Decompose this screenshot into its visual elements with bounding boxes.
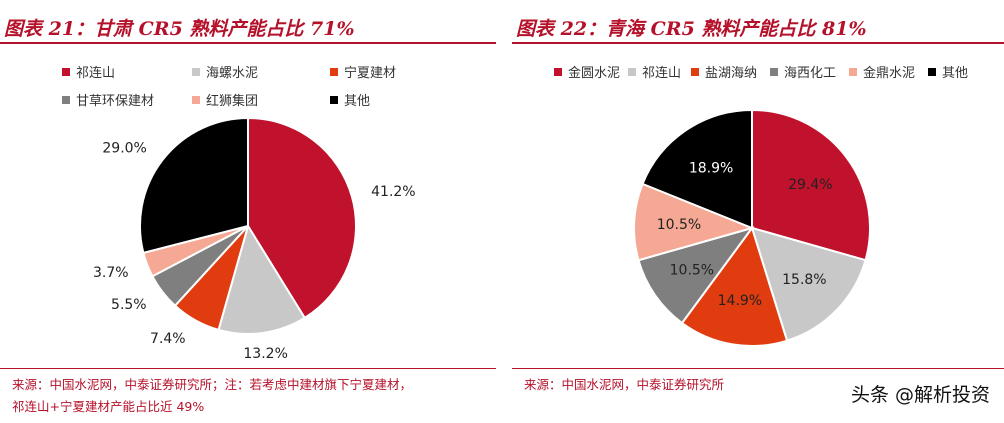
right-legend: 金圆水泥 祁连山 盐湖海纳 海西化工 金鼎水泥 其他 bbox=[554, 62, 994, 84]
left-legend-item: 祁连山 bbox=[62, 62, 115, 81]
left-pie-chart: 41.2% 13.2% 7.4% 5.5% 3.7% 29.0% bbox=[93, 116, 416, 362]
right-legend-label: 海西化工 bbox=[784, 66, 837, 81]
left-legend-label: 宁夏建材 bbox=[344, 66, 397, 81]
right-pie-chart: 29.4%15.8%14.9%10.5%10.5%18.9% bbox=[633, 108, 871, 347]
right-pie-slice bbox=[750, 226, 867, 342]
left-legend-item: 红狮集团 bbox=[192, 90, 258, 109]
right-legend-swatch bbox=[628, 67, 636, 76]
watermark-text: 头条 @解析投资 bbox=[850, 384, 990, 406]
right-legend-swatch bbox=[849, 67, 857, 76]
left-chart-title: 图表 21：甘肃 CR5 熟料产能占比 71% bbox=[4, 18, 355, 40]
right-pie-data-label: 14.9% bbox=[718, 293, 762, 309]
right-pie-slice bbox=[680, 225, 789, 347]
left-legend-swatch bbox=[192, 95, 200, 104]
right-legend-label: 盐湖海纳 bbox=[705, 66, 758, 81]
right-chart-panel: 图表 22：青海 CR5 熟料产能占比 81% 金圆水泥 祁连山 盐湖海纳 海西… bbox=[512, 0, 1004, 423]
right-pie-slice bbox=[637, 226, 755, 325]
right-pie-data-label: 15.8% bbox=[782, 272, 826, 288]
left-legend-swatch bbox=[62, 95, 70, 104]
right-legend-label: 金圆水泥 bbox=[568, 66, 621, 81]
left-legend-item: 甘草环保建材 bbox=[62, 90, 154, 109]
right-source-rule bbox=[512, 368, 1004, 369]
left-pie-data-label: 29.0% bbox=[102, 141, 146, 157]
left-pie-data-label: 3.7% bbox=[93, 265, 129, 281]
right-pie-slice bbox=[751, 108, 871, 262]
left-legend-label: 其他 bbox=[344, 94, 371, 109]
right-legend-swatch bbox=[770, 67, 778, 76]
right-legend-item: 海西化工 bbox=[770, 62, 836, 81]
right-legend-item: 祁连山 bbox=[628, 62, 681, 81]
right-pie-data-label: 18.9% bbox=[689, 160, 733, 176]
left-legend-item: 其他 bbox=[330, 90, 370, 109]
right-legend-swatch bbox=[691, 67, 699, 76]
left-legend-swatch bbox=[330, 95, 338, 104]
left-legend-label: 甘草环保建材 bbox=[76, 94, 155, 109]
left-source-note-line1: 来源：中国水泥网，中泰证券研究所；注：若考虑中建材旗下宁夏建材， bbox=[12, 377, 413, 392]
right-legend-label: 其他 bbox=[942, 66, 969, 81]
right-chart-title: 图表 22：青海 CR5 熟料产能占比 81% bbox=[516, 18, 867, 40]
left-title-rule bbox=[0, 42, 496, 44]
right-source-note: 来源：中国水泥网，中泰证券研究所 bbox=[524, 377, 725, 392]
right-title-rule bbox=[512, 42, 1004, 44]
left-legend-label: 海螺水泥 bbox=[206, 66, 259, 81]
right-pie-slice bbox=[633, 182, 756, 262]
left-legend-label: 祁连山 bbox=[76, 66, 116, 81]
left-pie-data-label: 7.4% bbox=[150, 331, 186, 347]
right-pie-data-label: 10.5% bbox=[657, 217, 701, 233]
left-source-rule bbox=[0, 368, 496, 369]
right-legend-swatch bbox=[554, 67, 562, 76]
right-pie-data-label: 10.5% bbox=[670, 263, 714, 279]
right-legend-item: 盐湖海纳 bbox=[691, 62, 757, 81]
left-legend-swatch bbox=[330, 67, 338, 76]
left-pie-slice bbox=[139, 116, 249, 255]
right-pie-data-label: 29.4% bbox=[788, 177, 832, 193]
left-source-note-line2: 祁连山+宁夏建材产能占比近 49% bbox=[12, 399, 205, 414]
right-legend-item: 金鼎水泥 bbox=[849, 62, 915, 81]
right-legend-swatch bbox=[928, 67, 936, 76]
right-legend-item: 其他 bbox=[928, 62, 968, 81]
left-chart-panel: 图表 21：甘肃 CR5 熟料产能占比 71% 祁连山 海螺水泥 宁夏建材 甘草… bbox=[0, 0, 496, 423]
right-legend-item: 金圆水泥 bbox=[554, 62, 620, 81]
left-pie-data-label: 13.2% bbox=[243, 346, 287, 362]
right-pie-slice bbox=[641, 108, 753, 230]
left-legend-label: 红狮集团 bbox=[206, 94, 259, 109]
left-legend-swatch bbox=[192, 67, 200, 76]
right-legend-label: 祁连山 bbox=[642, 66, 682, 81]
right-legend-label: 金鼎水泥 bbox=[863, 66, 916, 81]
left-pie-data-label: 5.5% bbox=[111, 297, 147, 313]
left-legend-item: 宁夏建材 bbox=[330, 62, 396, 81]
left-legend-item: 海螺水泥 bbox=[192, 62, 258, 81]
left-legend: 祁连山 海螺水泥 宁夏建材 甘草环保建材 红狮集团 其他 bbox=[62, 62, 482, 112]
left-pie-data-label: 41.2% bbox=[371, 184, 415, 200]
left-pie-slice bbox=[217, 223, 307, 335]
left-legend-swatch bbox=[62, 67, 70, 76]
